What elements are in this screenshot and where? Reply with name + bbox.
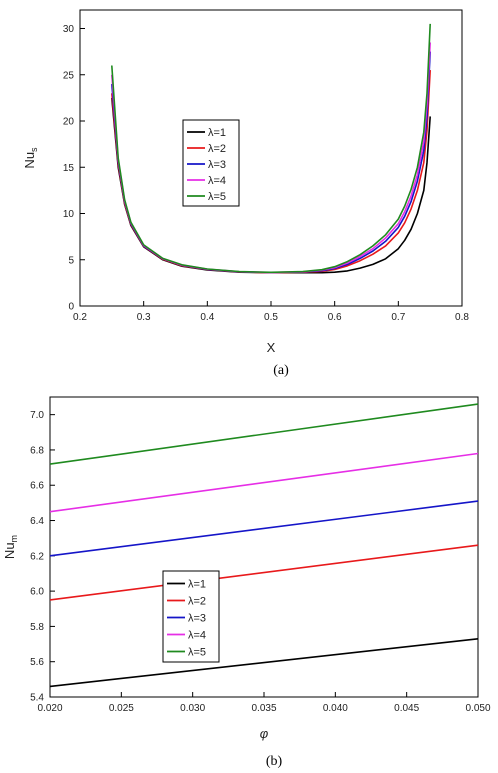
- x-tick-label: 0.035: [251, 703, 276, 714]
- legend-label-lambda-4: λ=4: [188, 630, 206, 642]
- y-tick-label: 10: [63, 209, 75, 220]
- x-tick-label: 0.5: [264, 312, 278, 323]
- x-tick-label: 0.2: [73, 312, 87, 323]
- x-tick-label: 0.045: [394, 703, 419, 714]
- panel-a-nusselt-local: 0 5 10 15 20 25 30 0.2 0.3 0.4 0.5 0.6 0.7 0.8 X Nus…: [22, 9, 469, 378]
- y-tick-label: 5: [68, 255, 74, 266]
- y-tick-label: 6.2: [30, 551, 44, 562]
- panel-a-x-ticks: 0.2 0.3 0.4 0.5 0.6 0.7 0.8: [73, 301, 469, 323]
- panel-b-y-axis-label: Num: [2, 535, 19, 559]
- panel-b-x-ticks: 0.020 0.025 0.030 0.035 0.040 0.045 0.050: [37, 692, 491, 714]
- y-tick-label: 5.6: [30, 657, 44, 668]
- legend-label-lambda-1: λ=1: [188, 579, 206, 591]
- x-tick-label: 0.050: [465, 703, 490, 714]
- panel-b-caption: (b): [266, 754, 283, 769]
- x-tick-label: 0.030: [180, 703, 205, 714]
- panel-a-legend-box: [182, 119, 240, 207]
- y-tick-label: 30: [63, 24, 75, 35]
- x-tick-label: 0.8: [455, 312, 469, 323]
- series-line-lambda-4: [49, 452, 479, 513]
- panel-a-series-lines: [111, 23, 431, 274]
- y-tick-label: 7.0: [30, 410, 44, 421]
- y-tick-label: 0: [68, 302, 74, 313]
- legend-label-lambda-1: λ=1: [208, 127, 226, 139]
- series-line-lambda-3: [49, 500, 479, 557]
- panel-b-y-ticks: 5.4 5.6 5.8 6.0 6.2 6.4 6.6 6.8 7.0: [30, 410, 55, 704]
- series-line-lambda-2: [49, 544, 479, 601]
- panel-b-series-lines: [49, 403, 479, 688]
- y-tick-label: 25: [63, 70, 75, 81]
- x-tick-label: 0.3: [137, 312, 151, 323]
- panel-a-legend: λ=1 λ=2 λ=3 λ=4 λ=5: [182, 119, 240, 207]
- y-tick-label: 6.6: [30, 481, 44, 492]
- y-tick-label: 20: [63, 117, 75, 128]
- y-tick-label: 6.8: [30, 445, 44, 456]
- x-tick-label: 0.025: [109, 703, 134, 714]
- x-tick-label: 0.4: [200, 312, 214, 323]
- legend-label-lambda-3: λ=3: [208, 159, 226, 171]
- x-tick-label: 0.7: [391, 312, 405, 323]
- legend-label-lambda-5: λ=5: [208, 191, 226, 203]
- panel-b-y-axis-label-subscript: m: [9, 535, 19, 543]
- y-tick-label: 6.4: [30, 516, 44, 527]
- legend-label-lambda-3: λ=3: [188, 613, 206, 625]
- panel-b-legend: λ=1 λ=2 λ=3 λ=4 λ=5: [162, 570, 220, 663]
- legend-label-lambda-4: λ=4: [208, 175, 226, 187]
- panel-b-x-axis-label: φ: [260, 726, 269, 741]
- y-tick-label: 6.0: [30, 587, 44, 598]
- panel-a-plot-frame: [79, 9, 463, 307]
- panel-b-nusselt-mean: 5.45.65.86.06.26.46.66.87.0 0.020 0.025 0.…: [2, 396, 491, 769]
- panel-a-y-axis-label-subscript: s: [29, 147, 39, 152]
- y-tick-label: 5.4: [30, 693, 44, 704]
- legend-label-lambda-2: λ=2: [188, 596, 206, 608]
- y-tick-label: 15: [63, 163, 75, 174]
- legend-label-lambda-5: λ=5: [188, 647, 206, 659]
- panel-a-caption: (a): [273, 363, 289, 378]
- x-tick-label: 0.6: [328, 312, 342, 323]
- legend-label-lambda-2: λ=2: [208, 143, 226, 155]
- series-line-lambda-5: [49, 403, 479, 465]
- series-line-lambda-5: [111, 23, 431, 274]
- panel-a-y-axis-label: Nus: [22, 147, 39, 169]
- panel-a-y-ticks: 0 5 10 15 20 25 30: [63, 24, 85, 313]
- panel-b-y-axis-label-main: Nu: [2, 542, 17, 559]
- y-tick-label: 5.8: [30, 622, 44, 633]
- series-line-lambda-1: [49, 638, 479, 688]
- panel-a-y-axis-label-main: Nu: [22, 152, 37, 169]
- panel-a-x-axis-label: X: [267, 340, 276, 355]
- panel-b-legend-box: [162, 570, 220, 663]
- x-tick-label: 0.020: [37, 703, 62, 714]
- x-tick-label: 0.040: [323, 703, 348, 714]
